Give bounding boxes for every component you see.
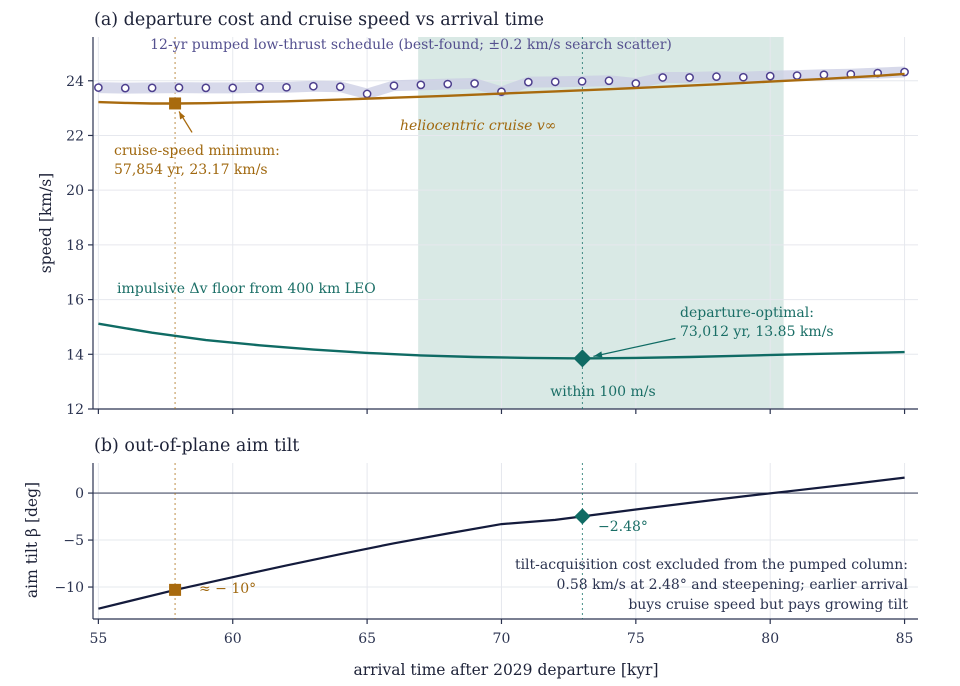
pumped-point xyxy=(550,77,560,87)
pumped-point xyxy=(416,80,426,90)
pumped-point xyxy=(712,72,721,82)
pumped-point xyxy=(335,82,345,92)
panel-b-xtick-label: 60 xyxy=(224,631,242,647)
pumped-point xyxy=(819,70,829,80)
panel-a-ytick-label: 24 xyxy=(66,74,84,90)
tilt-note-line-1: tilt-acquisition cost excluded from the … xyxy=(515,557,908,573)
pumped-point xyxy=(658,73,668,82)
tilt-note-line-2: 0.58 km/s at 2.48° and steepening; earli… xyxy=(557,577,909,593)
pumped-point xyxy=(765,71,775,81)
window-label: within 100 m/s xyxy=(550,384,655,400)
panel-b-xtick-label: 80 xyxy=(761,631,779,647)
panel-b-ytick-label: −5 xyxy=(63,533,84,549)
panel-b-xlabel: arrival time after 2029 departure [kyr] xyxy=(353,661,658,679)
panel-a-ytick-label: 22 xyxy=(66,128,84,144)
panel-a-ytick-label: 16 xyxy=(66,293,84,309)
dep-opt-marker xyxy=(573,349,592,368)
pumped-point xyxy=(94,83,103,92)
panel-b-xtick-label: 75 xyxy=(627,631,645,647)
panel-a-ytick-label: 14 xyxy=(66,347,84,363)
pumped-point xyxy=(282,82,291,92)
pumped-point xyxy=(389,81,399,91)
panel-b-xtick-label: 70 xyxy=(493,631,511,647)
panel-b-ytick-label: −10 xyxy=(54,580,84,596)
impulsive-line xyxy=(98,322,905,360)
panel-a-ytick-label: 20 xyxy=(66,183,84,199)
panel-a-window-shade xyxy=(418,37,784,409)
cruise-min-arrowhead xyxy=(179,111,186,120)
pumped-point xyxy=(604,76,614,86)
panel-b-xtick-label: 65 xyxy=(358,631,376,647)
panel-b: 55 60 65 70 75 80 85 −10 −5 0 (b) out-of-plane ai… xyxy=(23,436,918,679)
panel-b-ticks: 55 60 65 70 75 80 85 −10 −5 0 xyxy=(54,486,913,647)
dep-opt-label-2: 73,012 yr, 13.85 km/s xyxy=(680,324,834,340)
panel-b-xtick-label: 85 xyxy=(896,631,914,647)
pumped-point xyxy=(174,83,184,92)
pumped-scatter-band xyxy=(98,66,905,100)
pumped-point xyxy=(120,83,130,93)
pumped-label: 12-yr pumped low-thrust schedule (best-f… xyxy=(150,37,672,53)
panel-a-ytick-label: 18 xyxy=(66,238,84,254)
tilt-note-line-3: buys cruise speed but pays growing tilt xyxy=(628,597,908,613)
pumped-point xyxy=(309,81,318,91)
tilt-dep-opt-marker xyxy=(574,508,591,525)
dep-opt-arrowhead xyxy=(593,351,603,358)
tilt-cruise-min-marker xyxy=(169,583,182,596)
pumped-point xyxy=(685,73,694,82)
panel-b-frame xyxy=(92,463,918,620)
panel-a: 12 14 16 18 20 22 24 (a) departure cost and cr… xyxy=(37,10,918,418)
impulsive-label: impulsive Δv floor from 400 km LEO xyxy=(117,281,376,297)
pumped-point xyxy=(577,76,587,86)
cruise-min-marker xyxy=(169,97,182,110)
tilt-cruise-min-label: ≈ − 10° xyxy=(199,581,256,597)
panel-b-ytick-label: 0 xyxy=(75,486,84,502)
cruise-min-label-2: 57,854 yr, 23.17 km/s xyxy=(114,162,268,178)
pumped-point xyxy=(792,71,802,80)
pumped-point xyxy=(738,72,748,82)
dep-opt-arrow xyxy=(593,337,676,357)
pumped-point xyxy=(228,83,238,93)
pumped-point xyxy=(523,77,533,87)
pumped-point xyxy=(147,83,157,93)
panel-b-ylabel: aim tilt β [deg] xyxy=(23,482,41,598)
panel-a-ticks: 12 14 16 18 20 22 24 xyxy=(66,74,906,418)
panel-a-title: (a) departure cost and cruise speed vs a… xyxy=(94,10,544,30)
pumped-point xyxy=(470,79,479,88)
cruise-label: heliocentric cruise v∞ xyxy=(400,118,556,134)
tilt-line xyxy=(98,476,905,610)
pumped-point xyxy=(362,89,372,99)
pumped-point xyxy=(255,82,264,92)
panel-a-frame xyxy=(92,37,918,410)
panel-a-ytick-label: 12 xyxy=(66,402,84,418)
pumped-point xyxy=(201,83,211,93)
panel-a-ylabel: speed [km/s] xyxy=(37,173,55,273)
dep-opt-label-1: departure-optimal: xyxy=(680,305,814,321)
pumped-point xyxy=(443,79,453,89)
panel-b-xtick-label: 55 xyxy=(89,631,107,647)
tilt-dep-opt-label: −2.48° xyxy=(598,519,648,535)
panel-b-title: (b) out-of-plane aim tilt xyxy=(94,436,299,456)
pumped-point xyxy=(631,79,641,88)
cruise-min-label-1: cruise-speed minimum: xyxy=(114,143,280,159)
